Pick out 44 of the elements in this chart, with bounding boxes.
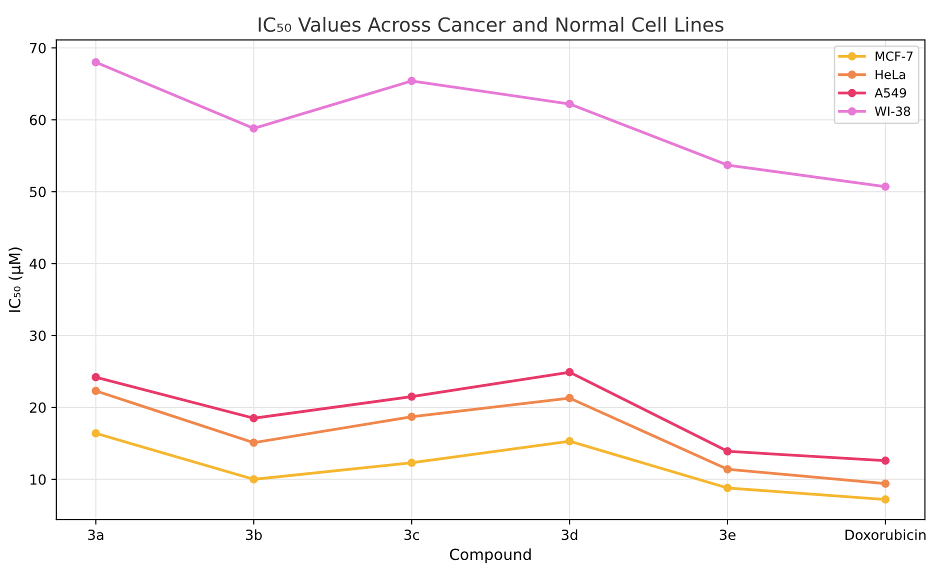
- point: [723, 160, 732, 170]
- x-tick-label: Doxorubicin: [846, 529, 926, 540]
- point: [408, 412, 416, 421]
- x-tick-label: 3a: [88, 530, 104, 540]
- point: [723, 465, 732, 474]
- point: [881, 182, 890, 191]
- chart-title: IC₅₀ Values Across Cancer and Normal Cell Lines: [258, 16, 724, 32]
- point: [408, 458, 416, 467]
- x-axis-title: Compound: [450, 548, 531, 564]
- y-tick-label: 40: [30, 258, 46, 270]
- x-tick-label: 3e: [720, 530, 736, 540]
- x-tick-label: 3d: [562, 529, 578, 540]
- point: [408, 76, 416, 86]
- y-tick-label: 30: [30, 330, 46, 341]
- point: [565, 100, 574, 108]
- y-tick-label: 60: [30, 114, 46, 126]
- point: [92, 386, 100, 396]
- legend-label: MCF-7: [876, 51, 913, 61]
- point: [723, 484, 732, 492]
- point: [565, 368, 574, 376]
- point: [92, 373, 100, 382]
- point: [565, 394, 574, 402]
- point: [881, 495, 890, 504]
- point: [408, 392, 416, 401]
- x-tick-label: 3b: [246, 529, 262, 540]
- point: [250, 124, 258, 133]
- point: [881, 456, 890, 465]
- point: [92, 58, 100, 66]
- y-tick-label: 20: [30, 402, 46, 413]
- point: [881, 479, 890, 488]
- legend-label: A549: [874, 88, 906, 98]
- point: [250, 475, 258, 484]
- point: [250, 438, 258, 447]
- legend-label: HeLa: [876, 70, 906, 80]
- point: [250, 414, 258, 422]
- point: [565, 437, 574, 446]
- point: [723, 447, 732, 456]
- legend-label: WI-38: [874, 106, 910, 116]
- y-tick-label: 50: [30, 186, 46, 198]
- y-tick-label: 10: [30, 474, 46, 485]
- x-tick-label: 3c: [404, 530, 420, 540]
- point: [92, 429, 100, 438]
- y-tick-label: 70: [30, 42, 46, 54]
- y-axis-title: IC₅₀ (μM): [8, 248, 24, 312]
